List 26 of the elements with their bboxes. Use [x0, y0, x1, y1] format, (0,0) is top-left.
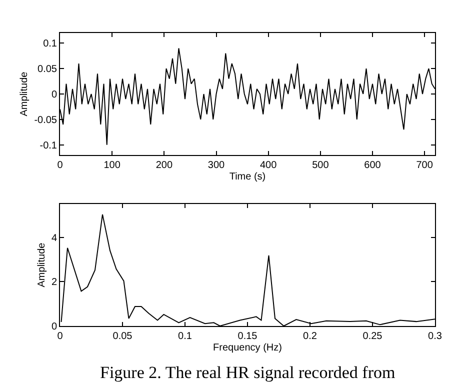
x-tick-label: 0.1 [178, 331, 192, 342]
x-tick-label: 0.3 [428, 331, 442, 342]
y-tick-label: -0.1 [40, 140, 58, 152]
y-tick-label: 2 [51, 277, 58, 288]
y-tick-label: 0.05 [38, 64, 58, 76]
y-tick-label: 0.1 [43, 38, 58, 50]
x-tick-label: 0.15 [238, 331, 258, 342]
y-tick-label: 4 [51, 232, 58, 244]
x-tick-label: 0.05 [112, 331, 133, 342]
x-axis-title: Frequency (Hz) [213, 342, 282, 354]
x-tick-label: 600 [364, 160, 382, 171]
x-tick-label: 200 [156, 160, 173, 171]
x-tick-label: 700 [416, 160, 434, 171]
y-tick-label: -0.05 [34, 114, 58, 126]
x-tick-label: 0.25 [362, 331, 383, 342]
x-axis-title: Time (s) [229, 172, 266, 182]
x-tick-label: 400 [260, 160, 278, 171]
x-tick-label: 0.2 [303, 331, 318, 342]
x-tick-label: 100 [104, 160, 121, 171]
x-tick-label: 500 [312, 160, 330, 171]
y-axis-title: Amplitude [19, 71, 30, 116]
y-tick-label: 0 [51, 322, 58, 332]
y-axis-title: Amplitude [36, 242, 48, 288]
caption: Figure 2. The real HR signal recorded from [100, 363, 396, 382]
x-tick-label: 300 [208, 160, 226, 171]
y-tick-label: 0 [51, 90, 58, 100]
